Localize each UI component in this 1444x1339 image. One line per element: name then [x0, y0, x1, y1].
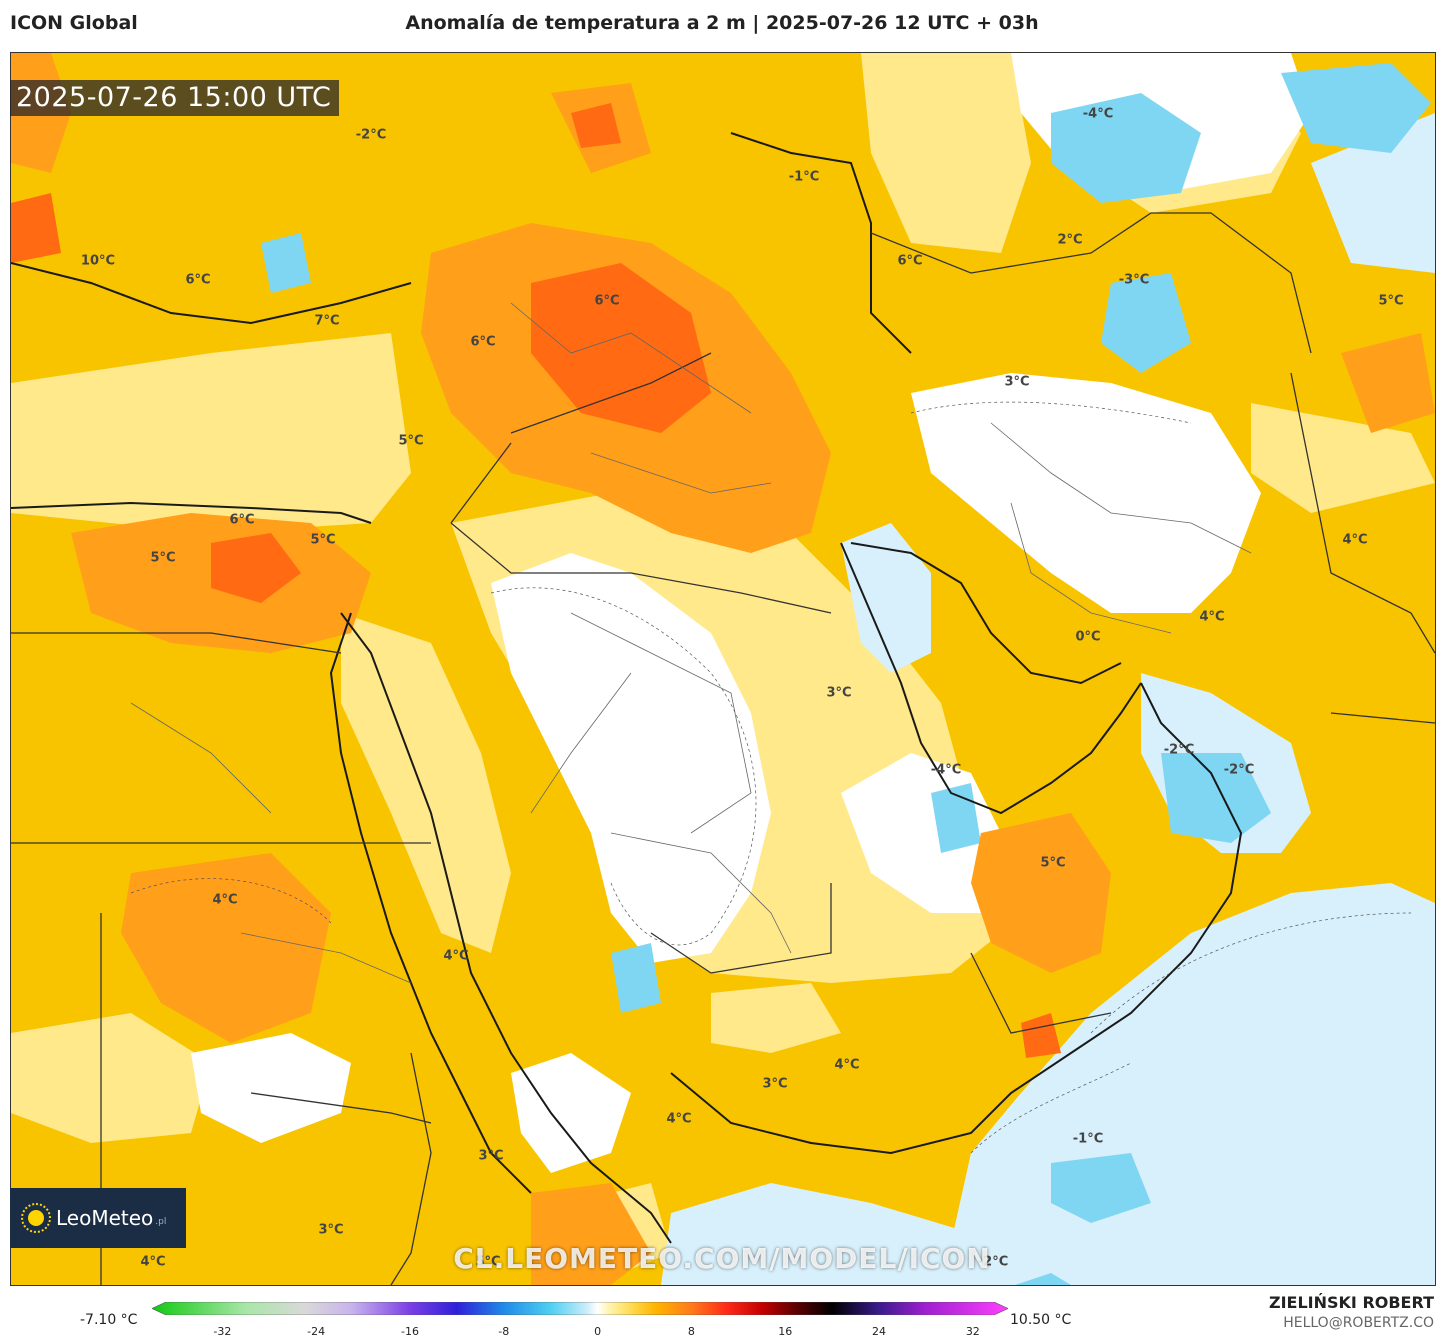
anomaly-value-label: 3°C: [826, 685, 852, 701]
valid-time-badge: 2025-07-26 15:00 UTC: [10, 80, 340, 116]
logo-text: LeoMeteo: [56, 1206, 154, 1230]
dark-orange-zones: [11, 103, 1061, 1058]
colorbar-tick-label: 32: [965, 1325, 980, 1338]
anomaly-value-label: 10°C: [80, 253, 116, 269]
anomaly-value-label: 5°C: [398, 433, 424, 449]
anomaly-value-label: 4°C: [1342, 532, 1368, 548]
anomaly-value-label: 4°C: [212, 892, 238, 908]
colorbar-max-label: 10.50 °C: [1010, 1312, 1072, 1328]
anomaly-value-label: -2°C: [1163, 742, 1195, 758]
colorbar: [152, 1302, 1008, 1315]
anomaly-value-label: 4°C: [834, 1057, 860, 1073]
anomaly-value-label: 5°C: [1378, 293, 1404, 309]
sun-icon: [20, 1202, 52, 1234]
colorbar-tick-label: -24: [307, 1325, 326, 1338]
anomaly-value-label: 5°C: [1040, 855, 1066, 871]
colorbar-tick-label: 16: [778, 1325, 793, 1338]
anomaly-value-label: -4°C: [1082, 106, 1114, 122]
province-lines: [130, 302, 1252, 984]
anomaly-value-label: -2°C: [355, 127, 387, 143]
colorbar-tick-label: -16: [400, 1325, 419, 1338]
coastlines: [11, 132, 1243, 1244]
anomaly-value-label: 3°C: [1004, 374, 1030, 390]
anomaly-map: -2°C -1°C -4°C 10°C 6°C 6°C 2°C -3°C 5°C 7°C 6°C 6°…: [10, 52, 1436, 1286]
anomaly-value-label: -2°C: [1223, 762, 1255, 778]
leometeo-logo[interactable]: LeoMeteo .pl: [10, 1188, 186, 1248]
logo-suffix: .pl: [155, 1217, 167, 1227]
anomaly-value-label: 4°C: [666, 1111, 692, 1127]
anomaly-value-label: 5°C: [475, 1254, 501, 1270]
anomaly-value-label: -1°C: [1072, 1131, 1104, 1147]
anomaly-value-label: 7°C: [314, 313, 340, 329]
author-email[interactable]: HELLO@ROBERTZ.CO: [1283, 1315, 1434, 1331]
anomaly-value-label: 6°C: [897, 253, 923, 269]
colorbar-tick-label: -8: [498, 1325, 510, 1338]
colorbar-tick-label: 0: [594, 1325, 602, 1338]
anomaly-value-label: 5°C: [150, 550, 176, 566]
source-watermark: CL.LEOMETEO.COM/MODEL/ICON: [453, 1242, 991, 1275]
author-name: ZIELIŃSKI ROBERT: [1268, 1293, 1434, 1312]
contour-lines: [130, 401, 1412, 1154]
map-title: Anomalía de temperatura a 2 m | 2025-07-…: [405, 12, 1039, 34]
anomaly-value-label: -3°C: [1118, 272, 1150, 288]
colorbar-tick-label: 24: [872, 1325, 886, 1338]
anomaly-value-label: 3°C: [478, 1148, 504, 1164]
anomaly-value-label: 6°C: [470, 334, 496, 350]
anomaly-value-label: -4°C: [930, 762, 962, 778]
colorbar-tick-label: -32: [213, 1325, 232, 1338]
anomaly-value-label: 2°C: [1057, 232, 1083, 248]
anomaly-value-label: 6°C: [229, 512, 255, 528]
anomaly-value-label: -1°C: [788, 169, 820, 185]
anomaly-value-label: 5°C: [310, 532, 336, 548]
anomaly-value-label: 3°C: [762, 1076, 788, 1092]
colorbar-min-label: -7.10 °C: [80, 1312, 138, 1328]
colorbar-tick-label: 8: [687, 1325, 695, 1338]
colorbar-ticks: -32 -24 -16 -8 0 8 16 24 32: [152, 1325, 1008, 1339]
anomaly-value-label: 4°C: [1199, 609, 1225, 625]
model-name: ICON Global: [10, 12, 138, 34]
anomaly-value-label: 6°C: [594, 293, 620, 309]
anomaly-value-label: 0°C: [1075, 629, 1101, 645]
anomaly-value-label: 3°C: [318, 1222, 344, 1238]
colorbar-shape: [152, 1302, 1008, 1315]
anomaly-value-label: 4°C: [443, 948, 469, 964]
anomaly-value-label: -2°C: [977, 1254, 1009, 1270]
anomaly-value-label: 4°C: [140, 1254, 166, 1270]
anomaly-value-label: 6°C: [185, 272, 211, 288]
map-canvas: [11, 53, 1435, 1285]
light-blue-zones: [261, 63, 1431, 1285]
